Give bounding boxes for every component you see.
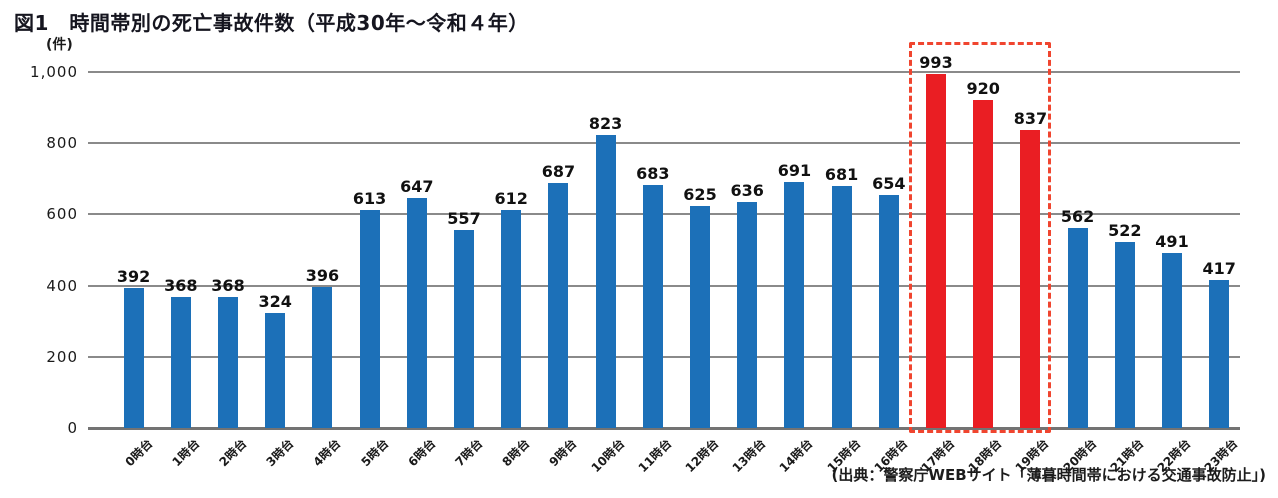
bar-highlighted	[1020, 130, 1041, 428]
bar-value-label: 691	[777, 161, 812, 180]
gridline	[88, 142, 1240, 145]
bar-value-label: 612	[494, 189, 528, 209]
bar-value-label: 368	[164, 275, 198, 295]
bar	[170, 296, 191, 428]
y-tick-label: 600	[46, 205, 78, 224]
bar-value-label: 920	[966, 79, 1000, 99]
bar-value-label: 683	[636, 163, 670, 183]
bar-highlighted	[973, 100, 994, 428]
bar	[1067, 227, 1088, 428]
bar	[548, 183, 569, 428]
bar-value-label: 823	[588, 114, 623, 133]
bar	[501, 210, 522, 428]
bar	[454, 229, 474, 428]
bar	[642, 184, 663, 428]
y-tick-label: 800	[46, 134, 78, 153]
bar-value-label: 647	[400, 176, 434, 196]
y-tick-label: 200	[46, 347, 78, 366]
bar-value-label: 613	[352, 188, 387, 208]
bar-value-label: 557	[447, 208, 481, 228]
bar	[265, 312, 286, 428]
bar	[831, 185, 852, 428]
bar-value-label: 417	[1202, 258, 1236, 278]
bar-value-label: 392	[116, 267, 151, 287]
bar	[1114, 242, 1135, 428]
y-axis-unit-label: (件)	[46, 37, 73, 53]
y-tick-label: 0	[67, 419, 78, 437]
bar-value-label: 654	[872, 174, 906, 194]
gridline	[88, 71, 1240, 73]
bar	[218, 296, 238, 428]
gridline	[88, 355, 1240, 358]
y-tick-label: 1,000	[30, 63, 78, 81]
bar-value-label: 562	[1060, 206, 1095, 226]
bar-value-label: 636	[730, 180, 764, 200]
bar-value-label: 687	[541, 162, 576, 182]
bar	[406, 197, 427, 428]
bar	[1162, 253, 1182, 428]
bar-value-label: 522	[1108, 221, 1142, 241]
bar	[737, 201, 758, 428]
bar	[878, 195, 899, 428]
bar	[1209, 279, 1230, 428]
bar-value-label: 324	[258, 291, 292, 311]
bar	[359, 209, 380, 428]
bar-value-label: 368	[211, 275, 245, 295]
bar-value-label: 993	[919, 53, 953, 73]
y-tick-label: 400	[46, 276, 78, 295]
bar-value-label: 491	[1155, 232, 1189, 252]
bar	[595, 135, 616, 428]
bar	[690, 205, 710, 428]
bar-value-label: 837	[1013, 109, 1048, 129]
bar	[784, 182, 805, 428]
bar	[123, 288, 144, 428]
chart-title: 図1 時間帯別の死亡事故件数（平成30年～令和４年）	[14, 11, 529, 35]
gridline	[88, 213, 1240, 216]
bar-highlighted	[926, 74, 946, 428]
x-axis-line	[88, 427, 1240, 430]
bar-value-label: 625	[683, 184, 717, 204]
highlight-box	[909, 42, 1052, 433]
source-note: (出典：警察庁WEBサイト「薄暮時間帯における交通事故防止」)	[831, 466, 1266, 484]
bar-value-label: 396	[305, 266, 340, 286]
gridline	[88, 284, 1240, 287]
bar	[312, 287, 333, 428]
bar-value-label: 681	[824, 164, 859, 184]
